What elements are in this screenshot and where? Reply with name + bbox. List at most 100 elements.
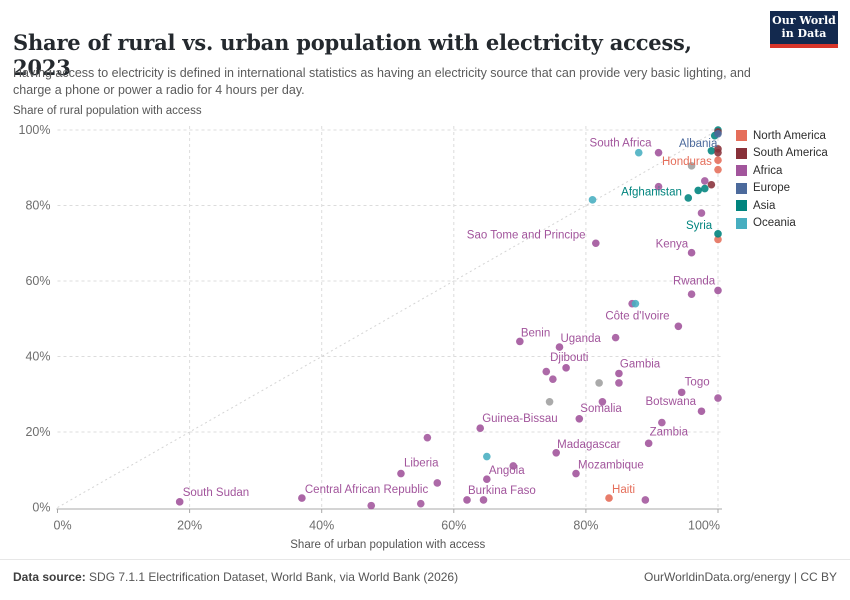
chart-subtitle: Having access to electricity is defined … (13, 65, 751, 97)
country-label[interactable]: Côte d'Ivoire (605, 310, 669, 322)
legend-item-africa[interactable]: Africa (736, 162, 828, 180)
legend-label: South America (753, 147, 828, 160)
y-tick-label: 40% (25, 350, 50, 364)
data-point[interactable] (416, 499, 425, 508)
country-label[interactable]: Honduras (662, 156, 712, 168)
x-tick-label: 80% (573, 519, 598, 533)
data-point[interactable] (611, 333, 620, 342)
country-label[interactable]: South Sudan (183, 487, 250, 499)
legend-label: Africa (753, 164, 783, 177)
data-point-benin[interactable] (516, 337, 524, 346)
country-label[interactable]: Rwanda (673, 275, 716, 287)
data-point-syria[interactable] (714, 230, 722, 238)
legend-item-south-america[interactable]: South America (736, 145, 828, 163)
country-label[interactable]: Liberia (404, 458, 439, 470)
country-label[interactable]: Djibouti (550, 352, 588, 364)
license-link[interactable]: CC BY (800, 570, 837, 584)
data-point[interactable] (658, 418, 666, 427)
data-point-uganda[interactable] (555, 343, 564, 351)
data-point[interactable] (542, 367, 551, 376)
country-label[interactable]: Haiti (612, 484, 635, 496)
data-point[interactable] (707, 146, 716, 155)
country-label[interactable]: South Africa (590, 138, 653, 150)
data-point-honduras[interactable] (714, 156, 722, 164)
data-point-somalia[interactable] (575, 414, 584, 423)
data-point[interactable] (641, 496, 650, 504)
data-point[interactable] (598, 398, 607, 406)
data-point-south-sudan[interactable] (175, 498, 184, 506)
data-point[interactable] (595, 379, 603, 387)
legend-swatch (736, 147, 747, 159)
data-point[interactable] (700, 184, 709, 193)
country-label[interactable]: Benin (521, 327, 550, 339)
country-label[interactable]: Botswana (645, 396, 696, 408)
country-label[interactable]: Afghanistan (621, 186, 682, 198)
data-point-botswana[interactable] (697, 407, 706, 416)
data-point-sao-tome-and-principe[interactable] (592, 239, 600, 248)
data-point[interactable] (549, 375, 557, 383)
data-point[interactable] (509, 462, 518, 470)
data-point-guinea-bissau[interactable] (476, 424, 485, 433)
country-label[interactable]: Mozambique (578, 460, 644, 472)
country-label[interactable]: Zambia (650, 426, 689, 438)
data-point[interactable] (684, 194, 693, 202)
data-point-rwanda[interactable] (714, 286, 722, 295)
country-label[interactable]: Burkina Faso (468, 485, 536, 497)
data-point-togo[interactable] (677, 388, 686, 397)
country-label[interactable]: Somalia (580, 403, 622, 415)
country-label[interactable]: Uganda (560, 333, 601, 345)
data-point[interactable] (714, 148, 722, 157)
legend-item-north-america[interactable]: North America (736, 127, 828, 145)
country-label[interactable]: Syria (686, 220, 713, 232)
data-point-central-african-republic[interactable] (298, 494, 306, 502)
country-label[interactable]: Kenya (656, 239, 689, 251)
data-point[interactable] (588, 196, 597, 204)
legend-item-oceania[interactable]: Oceania (736, 215, 828, 233)
data-point[interactable] (687, 290, 696, 299)
country-label[interactable]: Albania (679, 138, 718, 150)
data-point[interactable] (714, 394, 722, 402)
data-point-madagascar[interactable] (552, 448, 560, 457)
data-point[interactable] (687, 162, 696, 170)
data-point[interactable] (707, 180, 716, 189)
country-label[interactable]: Central African Republic (305, 484, 429, 496)
data-point[interactable] (654, 182, 663, 191)
data-point-haiti[interactable] (605, 494, 613, 502)
data-point[interactable] (631, 299, 640, 308)
page-title: Share of rural vs. urban population with… (13, 30, 692, 81)
data-point[interactable] (714, 235, 722, 244)
data-point[interactable] (479, 496, 488, 504)
data-point[interactable] (714, 165, 722, 174)
data-point-angola[interactable] (483, 475, 491, 483)
data-point-gambia[interactable] (615, 369, 623, 378)
data-point[interactable] (634, 148, 643, 157)
data-point-burkina-faso[interactable] (463, 496, 471, 504)
data-point-kenya[interactable] (687, 248, 696, 257)
data-point-liberia[interactable] (397, 469, 405, 478)
data-point-afghanistan[interactable] (694, 186, 702, 195)
data-point[interactable] (545, 398, 554, 406)
country-label[interactable]: Gambia (620, 358, 661, 370)
data-point-djibouti[interactable] (562, 364, 570, 372)
data-point-south-africa[interactable] (654, 148, 663, 157)
legend-item-europe[interactable]: Europe (736, 180, 828, 198)
data-point[interactable] (697, 209, 706, 217)
data-point[interactable] (367, 501, 376, 510)
owid-link[interactable]: OurWorldinData.org/energy (644, 570, 791, 584)
legend-item-asia[interactable]: Asia (736, 197, 828, 215)
country-label[interactable]: Sao Tome and Principe (467, 229, 586, 241)
data-point[interactable] (423, 433, 432, 442)
country-label[interactable]: Guinea-Bissau (482, 413, 557, 425)
data-point[interactable] (483, 452, 491, 461)
country-label[interactable]: Madagascar (557, 439, 620, 451)
data-point[interactable] (700, 177, 709, 185)
y-tick-label: 80% (25, 199, 50, 213)
data-point-albania[interactable] (714, 129, 722, 138)
data-point[interactable] (433, 479, 442, 487)
data-point[interactable] (615, 379, 623, 387)
country-label[interactable]: Angola (489, 465, 525, 477)
data-point-mozambique[interactable] (572, 469, 580, 478)
data-point-c-te-d-ivoire[interactable] (674, 322, 683, 331)
data-point-zambia[interactable] (644, 439, 653, 448)
country-label[interactable]: Togo (685, 376, 710, 388)
